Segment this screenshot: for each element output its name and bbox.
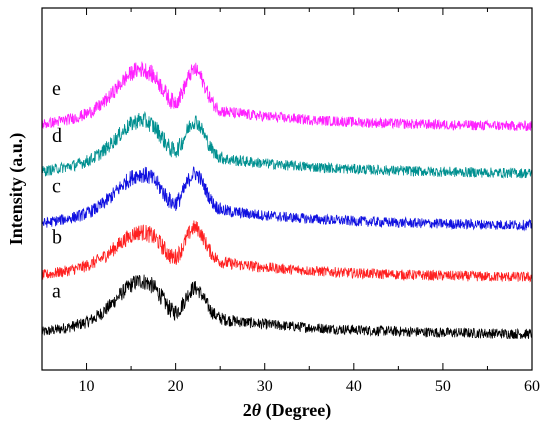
x-tick-label: 20 [168, 378, 184, 395]
series-label-c: c [52, 176, 61, 198]
x-tick-label: 40 [346, 378, 362, 395]
plot-area [41, 61, 533, 340]
axis-ticks: 10 20 30 40 50 60 [41, 8, 540, 395]
series-label-e: e [52, 78, 61, 100]
series-label-a: a [52, 281, 61, 303]
x-tick-label: 60 [524, 378, 540, 395]
series-line-c [41, 166, 533, 232]
x-tick-label: 30 [257, 378, 273, 395]
series-label-b: b [52, 226, 62, 248]
x-tick-label: 50 [435, 378, 451, 395]
series-line-e [41, 61, 533, 132]
x-axis-title: 2θ (Degree) [243, 400, 331, 421]
series-label-d: d [52, 125, 62, 147]
x-tick-label: 10 [79, 378, 95, 395]
y-axis-title: Intensity (a.u.) [6, 133, 27, 246]
series-line-b [41, 220, 533, 283]
series-line-a [41, 274, 533, 340]
plot-frame [41, 7, 533, 371]
series-line-d [41, 110, 533, 179]
series-labels: a b c d e [52, 78, 62, 303]
